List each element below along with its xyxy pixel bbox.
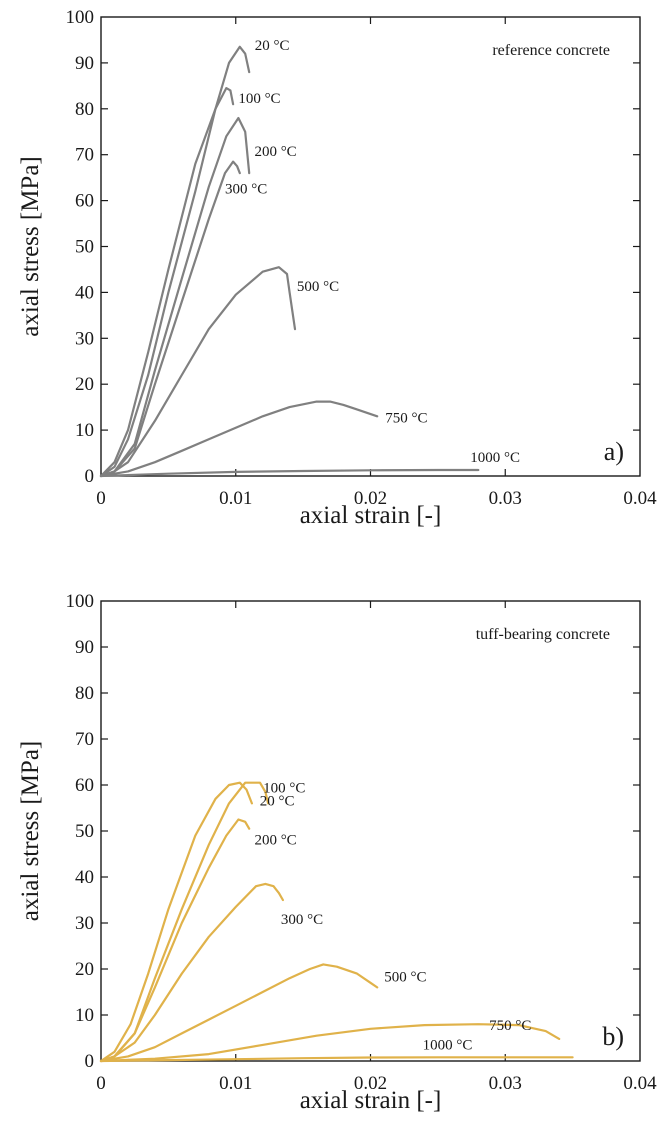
curve-1000c (99, 1056, 574, 1063)
y-tick-label: 70 (75, 729, 94, 750)
x-tick-label: 0 (96, 488, 106, 509)
y-tick-label: 60 (75, 775, 94, 796)
curve-label: 500 °C (384, 969, 426, 985)
y-tick-label: 80 (75, 683, 94, 704)
curve-label: 200 °C (254, 144, 296, 160)
curve-100c (99, 87, 235, 478)
x-tick-label: 0.01 (219, 488, 252, 509)
x-tick-label: 0.04 (623, 488, 657, 509)
y-tick-label: 40 (75, 867, 94, 888)
curve-750c (99, 1023, 561, 1063)
panel-letter: a) (604, 437, 624, 466)
x-tick-label: 0.03 (489, 488, 522, 509)
curve-300c (99, 160, 241, 478)
y-tick-label: 80 (75, 99, 94, 120)
curve-label: 200 °C (254, 833, 296, 849)
y-tick-label: 30 (75, 913, 94, 934)
panel-annotation: reference concrete (492, 42, 610, 59)
curve-300c (99, 882, 284, 1063)
curve-20c (99, 45, 251, 478)
x-tick-label: 0.02 (354, 488, 387, 509)
y-tick-label: 90 (75, 53, 94, 74)
curve-500c (99, 266, 297, 478)
x-tick-label: 0.02 (354, 1073, 387, 1094)
curve-label: 750 °C (385, 410, 427, 426)
curve-750c (99, 400, 379, 478)
y-tick-label: 70 (75, 145, 94, 166)
y-tick-label: 20 (75, 374, 94, 395)
curve-label: 750 °C (489, 1018, 531, 1034)
panel-reference-concrete: 0 0.01 0.02 0.03 0.04 0 10 20 30 40 50 60 70 80 90 100 a… (17, 7, 657, 529)
y-axis-title: axial stress [MPa] (17, 156, 44, 337)
y-tick-label: 30 (75, 328, 94, 349)
y-tick-label: 40 (75, 282, 94, 303)
x-tick-label: 0.03 (489, 1073, 522, 1094)
panel-tuff-bearing-concrete: 0 0.01 0.02 0.03 0.04 0 10 20 30 40 50 60 70 80 90 100 a… (17, 591, 657, 1114)
x-tick-label: 0.01 (219, 1073, 252, 1094)
panel-letter: b) (602, 1022, 624, 1051)
y-tick-label: 100 (66, 7, 95, 28)
curve-label: 1000 °C (470, 450, 520, 466)
y-tick-label: 0 (85, 466, 95, 487)
y-axis-title: axial stress [MPa] (17, 741, 44, 922)
y-tick-label: 10 (75, 420, 94, 441)
curve-label: 100 °C (263, 781, 305, 797)
curve-200c (99, 116, 251, 478)
curve-label: 20 °C (260, 794, 295, 810)
curve-label: 1000 °C (423, 1037, 473, 1053)
curve-200c (99, 818, 251, 1063)
curve-100c (99, 781, 270, 1063)
plot-frame (100, 16, 641, 477)
curve-label: 100 °C (238, 91, 280, 107)
y-tick-label: 90 (75, 637, 94, 658)
panel-annotation: tuff-bearing concrete (476, 626, 610, 643)
x-axis-title: axial strain [-] (300, 1087, 442, 1114)
y-tick-label: 0 (85, 1051, 95, 1072)
y-tick-label: 60 (75, 191, 94, 212)
curve-label: 500 °C (297, 279, 339, 295)
curve-500c (99, 963, 379, 1063)
y-tick-label: 50 (75, 237, 94, 258)
curve-label: 300 °C (225, 182, 267, 198)
y-tick-label: 10 (75, 1005, 94, 1026)
y-tick-label: 20 (75, 959, 94, 980)
curve-label: 20 °C (255, 38, 290, 54)
curve-20c (99, 781, 253, 1063)
x-tick-label: 0.04 (623, 1073, 657, 1094)
y-tick-label: 50 (75, 821, 94, 842)
x-tick-label: 0 (96, 1073, 106, 1094)
y-tick-label: 100 (66, 591, 95, 612)
x-axis-title: axial strain [-] (300, 502, 442, 529)
curve-label: 300 °C (281, 912, 323, 928)
plot-frame (100, 600, 641, 1062)
curve-1000c (99, 468, 480, 478)
